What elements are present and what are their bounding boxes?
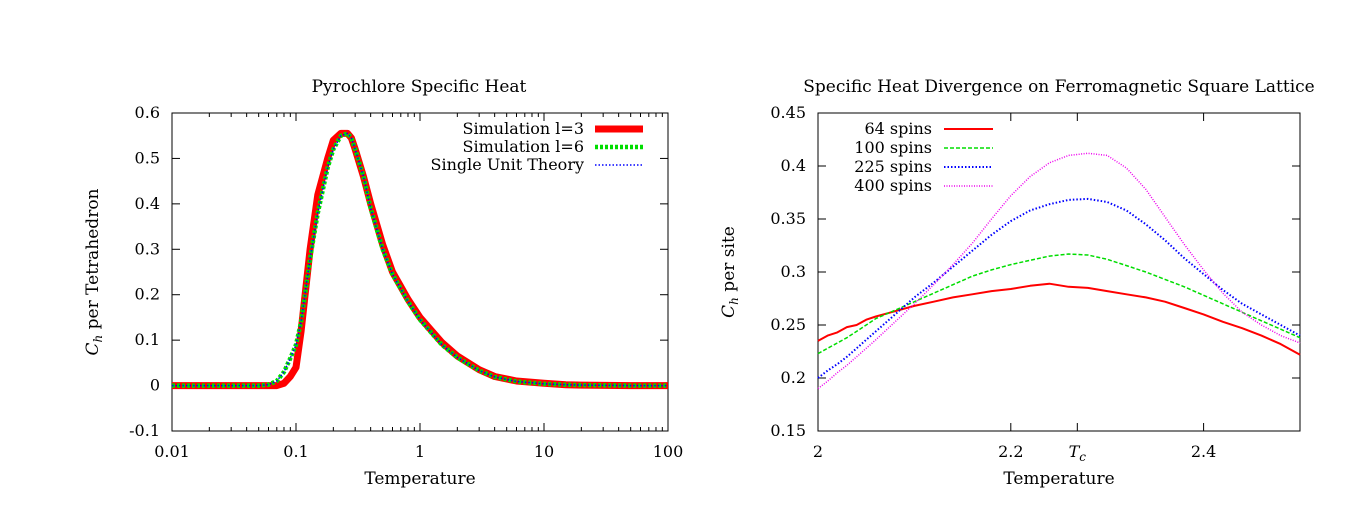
- left-ylabel-rest: per Tetrahedron: [83, 188, 103, 334]
- l-ytick-label: 0.4: [135, 194, 160, 213]
- r-ytick-label: 0.3: [781, 262, 806, 281]
- l-xtick-label: 0.1: [283, 442, 308, 461]
- right-y-axis-label: Ch per site: [719, 226, 741, 318]
- l-legend-label-1: Simulation l=6: [463, 137, 584, 156]
- r-series-line-1: [817, 253, 1301, 355]
- left-series-lines: [172, 129, 668, 390]
- right-ylabel-sub: h: [727, 297, 741, 305]
- l-legend-label-2: Single Unit Theory: [431, 155, 584, 174]
- left-ylabel-sub: h: [91, 335, 105, 343]
- r-xtick-label: 2: [813, 442, 823, 461]
- tc-symbol: T: [1069, 442, 1081, 461]
- l-ytick-label: 0.6: [135, 103, 160, 122]
- left-ylabel-symbol: C: [83, 342, 103, 355]
- l-ytick-label: -0.1: [129, 421, 160, 440]
- l-ytick-label: 0.3: [135, 239, 160, 258]
- left-chart-title: Pyrochlore Specific Heat: [312, 77, 527, 97]
- l-ytick-label: 0: [150, 376, 160, 395]
- r-ytick-label: 0.15: [770, 421, 806, 440]
- left-x-tick-labels: 0.01 0.1 1 10 100: [154, 442, 683, 461]
- l-series-line-0: [172, 129, 668, 390]
- tc-sub: c: [1079, 450, 1086, 464]
- r-legend-label-1: 100 spins: [854, 138, 932, 157]
- right-ylabel-symbol: C: [719, 305, 739, 318]
- l-ytick-label: 0.5: [135, 148, 160, 167]
- right-tick-marks: [817, 112, 1300, 432]
- right-chart-title: Specific Heat Divergence on Ferromagneti…: [803, 77, 1314, 97]
- l-xtick-label: 1: [415, 442, 425, 461]
- r-series-line-2: [817, 197, 1301, 379]
- r-xtick-label: 2.4: [1191, 442, 1216, 461]
- l-legend-label-0: Simulation l=3: [463, 119, 584, 138]
- l-series-line-1: [172, 131, 668, 388]
- right-chart-square-lattice: Specific Heat Divergence on Ferromagneti…: [719, 77, 1315, 489]
- r-legend-label-3: 400 spins: [854, 176, 932, 195]
- right-series-lines: [817, 152, 1301, 390]
- right-x-tick-labels: 2 2.2 Tc 2.4: [813, 442, 1216, 464]
- left-y-axis-label: Ch per Tetrahedron: [83, 188, 105, 355]
- right-ylabel-rest: per site: [719, 226, 739, 297]
- l-series-line-2: [172, 132, 668, 387]
- r-xtick-label: Tc: [1069, 442, 1087, 464]
- left-y-tick-labels: -0.1 0 0.1 0.2 0.3 0.4 0.5 0.6: [129, 103, 160, 440]
- l-ytick-label: 0.1: [135, 330, 160, 349]
- left-x-axis-label: Temperature: [364, 469, 475, 489]
- r-ytick-label: 0.45: [770, 103, 806, 122]
- left-chart-pyrochlore: Pyrochlore Specific Heat -0.1 0 0.1 0.2 0.3 0…: [83, 77, 683, 489]
- r-ytick-label: 0.25: [770, 315, 806, 334]
- r-legend-label-2: 225 spins: [854, 157, 932, 176]
- l-ytick-label: 0.2: [135, 285, 160, 304]
- right-y-tick-labels: 0.15 0.2 0.25 0.3 0.35 0.4 0.45: [770, 103, 806, 440]
- right-x-axis-label: Temperature: [1003, 469, 1114, 489]
- r-ytick-label: 0.4: [781, 156, 806, 175]
- l-xtick-label: 0.01: [154, 442, 190, 461]
- l-xtick-label: 100: [653, 442, 684, 461]
- r-series-line-3: [817, 152, 1301, 390]
- r-legend-label-0: 64 spins: [864, 119, 932, 138]
- r-xtick-label: 2.2: [998, 442, 1023, 461]
- r-ytick-label: 0.2: [781, 368, 806, 387]
- l-xtick-label: 10: [534, 442, 554, 461]
- r-series-line-0: [817, 282, 1301, 356]
- r-ytick-label: 0.35: [770, 209, 806, 228]
